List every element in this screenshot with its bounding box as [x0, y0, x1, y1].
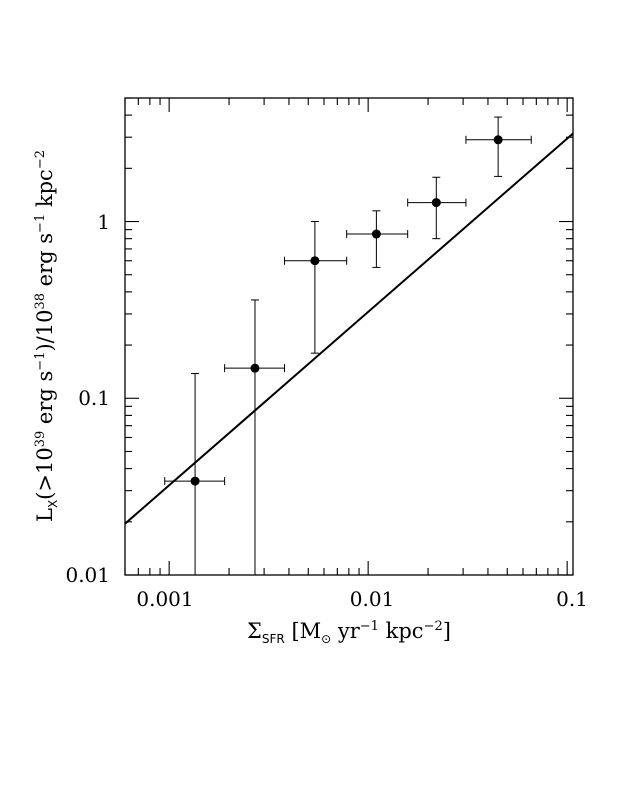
x-tick-label-0.01: 0.01 — [350, 587, 395, 611]
y-tick-label-0.01: 0.01 — [65, 563, 110, 587]
point-marker — [310, 256, 320, 266]
y-axis-label: LX(>1039 erg s−1)/1038 erg s−1 kpc−2 — [33, 150, 60, 522]
x-axis-label: ΣSFR [M⊙ yr−1 kpc−2] — [247, 619, 451, 646]
point-marker — [190, 476, 200, 486]
data-point-0 — [164, 373, 226, 575]
plot-frame — [124, 97, 574, 576]
x-tick-label-0.001: 0.001 — [136, 587, 193, 611]
y-tick-label-1: 1 — [97, 210, 110, 234]
axis-ticks — [124, 97, 573, 576]
point-marker — [431, 198, 441, 208]
point-marker — [250, 363, 260, 373]
data-point-4 — [407, 176, 467, 240]
data-point-2 — [284, 221, 348, 354]
fit-line — [124, 132, 574, 525]
point-marker — [493, 135, 503, 145]
data-point-5 — [465, 116, 532, 177]
point-marker — [371, 229, 381, 239]
data-point-1 — [224, 299, 286, 575]
x-tick-label-0.1: 0.1 — [556, 587, 588, 611]
data-point-3 — [346, 210, 409, 268]
data-points — [164, 116, 532, 575]
y-tick-label-0.1: 0.1 — [78, 386, 110, 410]
